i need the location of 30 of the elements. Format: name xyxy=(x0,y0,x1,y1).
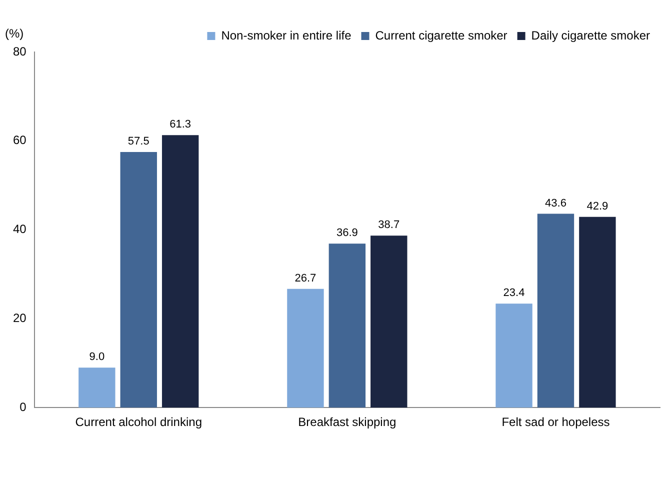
data-label: 36.9 xyxy=(336,227,358,240)
legend-label: Current cigarette smoker xyxy=(375,28,508,42)
bar xyxy=(78,368,116,408)
bar xyxy=(162,135,199,408)
data-label: 57.5 xyxy=(128,136,150,148)
bar xyxy=(120,152,157,408)
x-tick-label: Breakfast skipping xyxy=(298,415,396,430)
data-label: 26.7 xyxy=(294,272,316,284)
y-tick-label: 80 xyxy=(12,44,27,58)
data-label: 61.3 xyxy=(170,118,192,131)
y-tick-label: 20 xyxy=(12,311,27,326)
data-label: 23.4 xyxy=(503,287,525,300)
bar xyxy=(328,244,366,408)
y-tick-label: 0 xyxy=(20,400,27,414)
bar xyxy=(287,288,324,408)
legend-label: Daily cigarette smoker xyxy=(531,28,650,42)
data-label: 43.6 xyxy=(545,197,566,210)
x-tick-label: Current alcohol drinking xyxy=(75,415,202,430)
y-tick-label: 60 xyxy=(12,133,27,148)
legend-label: Non-smoker in entire life xyxy=(221,28,352,42)
bar xyxy=(496,304,532,408)
y-axis-title: (%) xyxy=(5,26,24,40)
data-label: 9.0 xyxy=(89,351,105,364)
bar xyxy=(537,214,574,408)
bar xyxy=(579,216,616,408)
x-tick-label: Felt sad or hopeless xyxy=(502,415,610,430)
data-label: 38.7 xyxy=(378,219,400,232)
y-tick-label: 40 xyxy=(12,222,27,236)
data-label: 42.9 xyxy=(586,200,608,212)
bar xyxy=(370,236,408,408)
